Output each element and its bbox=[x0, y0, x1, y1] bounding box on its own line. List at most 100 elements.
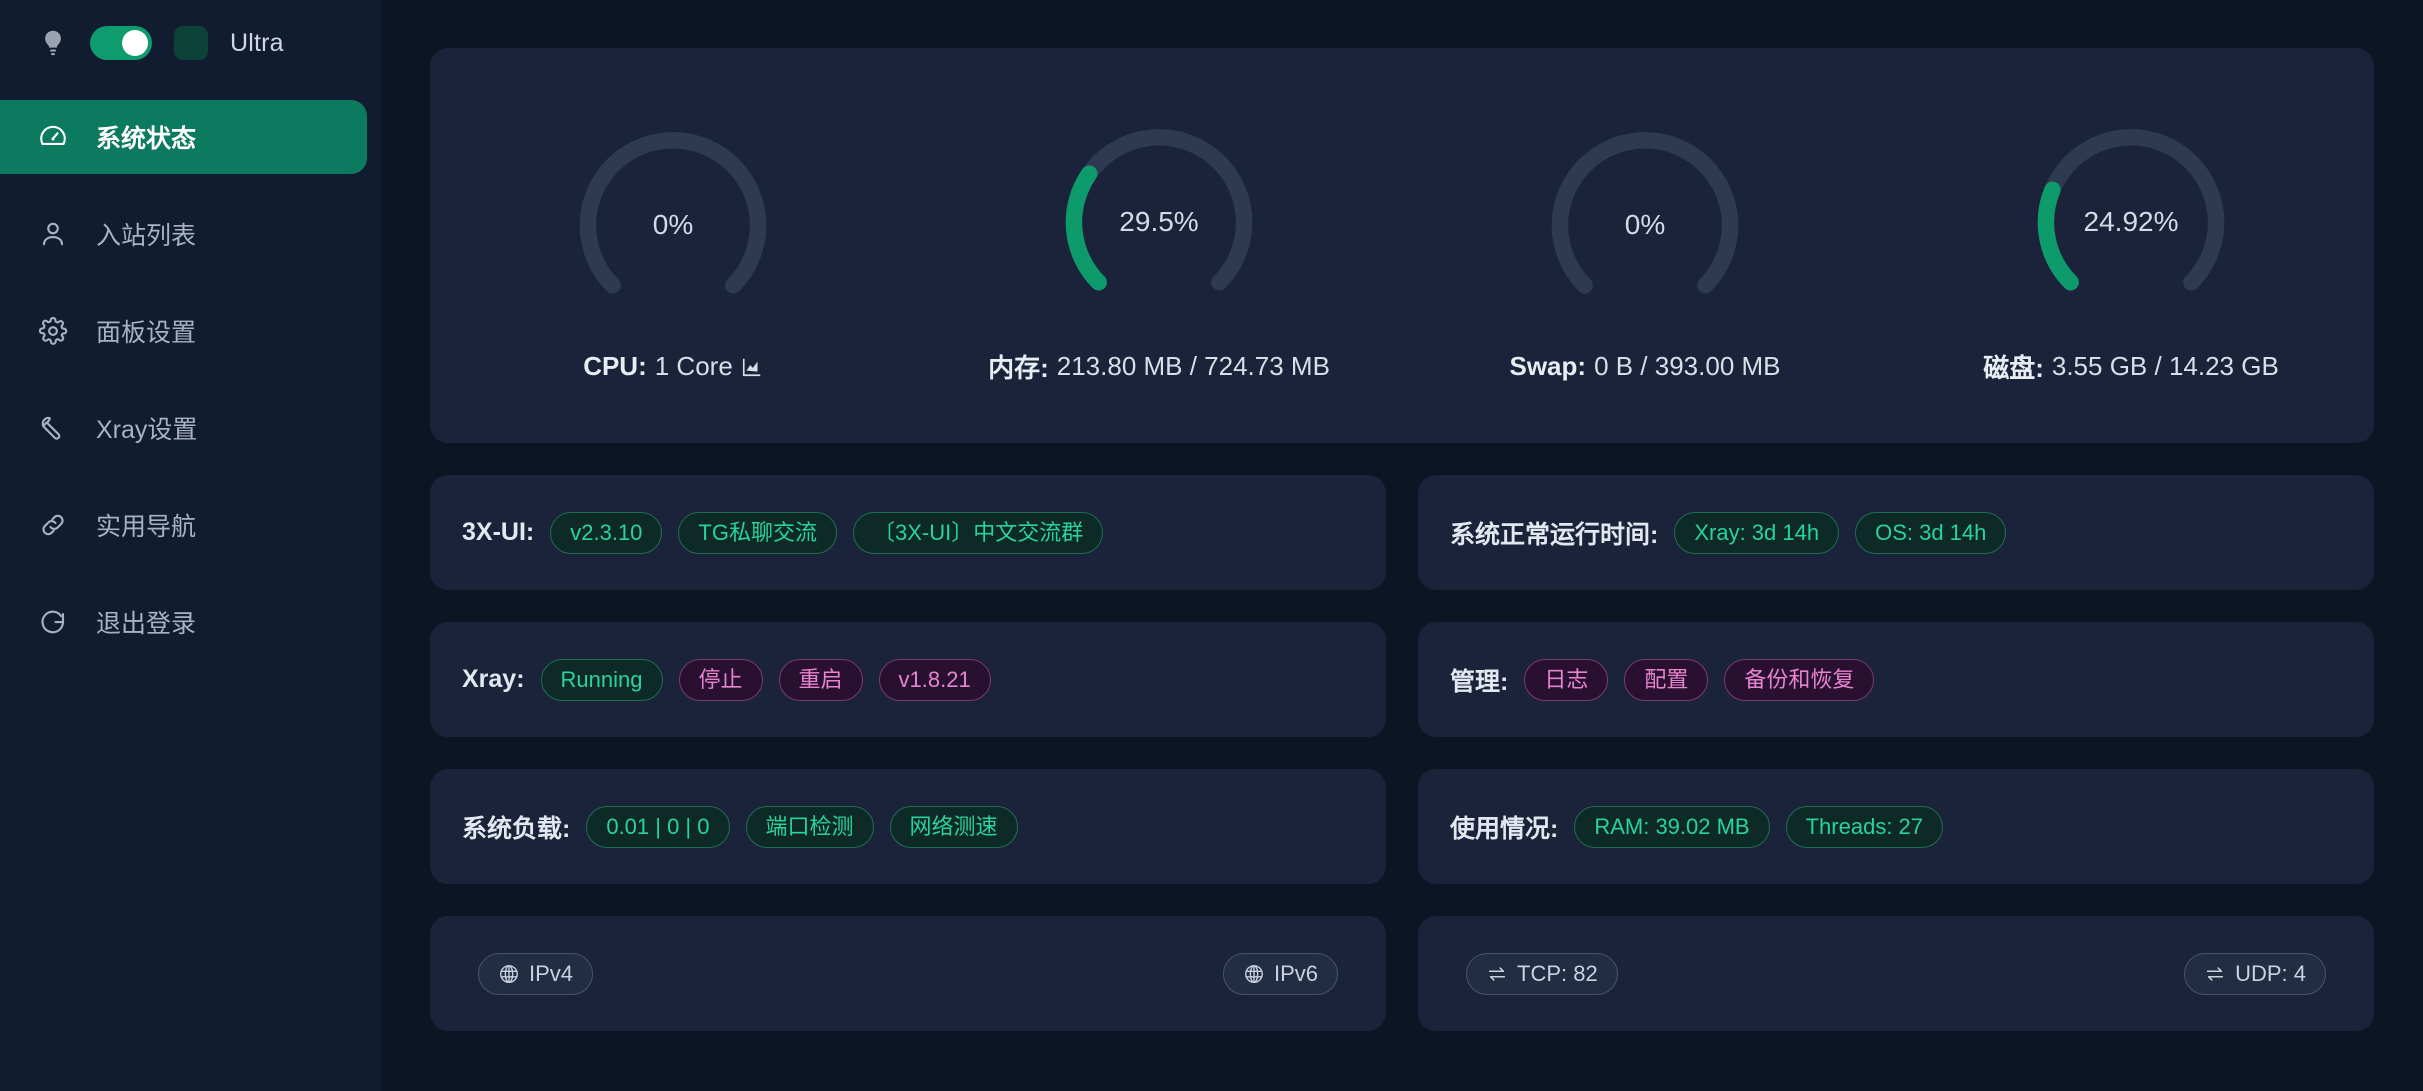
theme-toggle[interactable] bbox=[90, 26, 152, 60]
badge-speed-test[interactable]: 网络测速 bbox=[889, 805, 1018, 848]
gauge-caption-label: 磁盘: bbox=[1983, 353, 2044, 383]
manage-info-card: 管理: 日志 配置 备份和恢复 bbox=[1418, 622, 2374, 737]
badge-xray-restart[interactable]: 重启 bbox=[778, 658, 863, 701]
sidebar-item-useful-links[interactable]: 实用导航 bbox=[0, 488, 367, 562]
exchange-icon bbox=[1486, 963, 1508, 985]
sidebar-item-label: 面板设置 bbox=[96, 319, 197, 347]
badge-udp-connections[interactable]: UDP: 4 bbox=[2184, 952, 2326, 995]
badge-panel-version[interactable]: v2.3.10 bbox=[550, 511, 663, 554]
gauge-ring-cpu: 0% bbox=[557, 109, 789, 341]
badge-ram-usage[interactable]: RAM: 39.02 MB bbox=[1574, 805, 1770, 848]
sidebar-item-system-status[interactable]: 系统状态 bbox=[0, 100, 367, 174]
badge-config[interactable]: 配置 bbox=[1624, 658, 1709, 701]
uptime-badges: Xray: 3d 14h OS: 3d 14h bbox=[1674, 511, 2007, 554]
manage-info-title: 管理: bbox=[1450, 667, 1509, 696]
gauge-ring-disk: 24.92% bbox=[2015, 106, 2247, 338]
connections-info-card: TCP: 82 UDP: 4 bbox=[1418, 916, 2374, 1031]
sidebar: Ultra 系统状态 bbox=[0, 0, 381, 1091]
badge-label: IPv4 bbox=[529, 960, 574, 986]
badge-xray-uptime[interactable]: Xray: 3d 14h bbox=[1674, 511, 1840, 554]
gauge-value-disk: 24.92% bbox=[2083, 206, 2179, 237]
gauge-disk: 24.92% 磁盘: 3.55 GB / 14.23 GB bbox=[1888, 106, 2374, 385]
uptime-info-title: 系统正常运行时间: bbox=[1450, 520, 1659, 549]
gauge-caption-label: Swap: bbox=[1509, 351, 1587, 381]
sidebar-item-inbounds[interactable]: 入站列表 bbox=[0, 197, 367, 271]
gauge-value-memory: 29.5% bbox=[1119, 206, 1199, 237]
gauge-ring-memory: 29.5% bbox=[1043, 106, 1275, 338]
xray-info-card: Xray: Running 停止 重启 v1.8.21 bbox=[430, 622, 1386, 737]
sidebar-item-label: Xray设置 bbox=[96, 416, 198, 444]
gauge-caption-label: 内存: bbox=[988, 353, 1049, 383]
gauge-caption-cpu: CPU: 1 Core bbox=[583, 351, 763, 382]
panel-info-title: 3X-UI: bbox=[462, 518, 535, 546]
gauge-caption-disk: 磁盘: 3.55 GB / 14.23 GB bbox=[1983, 348, 2279, 385]
info-grid: 3X-UI: v2.3.10 TG私聊交流 〔3X-UI〕中文交流群 系统正常运… bbox=[430, 475, 2374, 1031]
xray-badges: Running 停止 重启 v1.8.21 bbox=[540, 658, 991, 701]
gauge-memory: 29.5% 内存: 213.80 MB / 724.73 MB bbox=[916, 106, 1402, 385]
uptime-info-card: 系统正常运行时间: Xray: 3d 14h OS: 3d 14h bbox=[1418, 475, 2374, 590]
gauge-caption-memory: 内存: 213.80 MB / 724.73 MB bbox=[988, 348, 1330, 385]
panel-badges: v2.3.10 TG私聊交流 〔3X-UI〕中文交流群 bbox=[550, 511, 1104, 554]
gauge-caption-value: 1 Core bbox=[654, 351, 733, 381]
sidebar-item-label: 退出登录 bbox=[96, 610, 197, 638]
gauge-value-swap: 0% bbox=[1624, 209, 1666, 240]
dashboard-icon bbox=[38, 122, 68, 152]
badge-label: IPv6 bbox=[1273, 960, 1318, 986]
badge-label: UDP: 4 bbox=[2235, 960, 2306, 986]
gauge-caption-value: 213.80 MB / 724.73 MB bbox=[1056, 351, 1330, 381]
badge-load-average[interactable]: 0.01 | 0 | 0 bbox=[586, 805, 730, 848]
sidebar-item-logout[interactable]: 退出登录 bbox=[0, 585, 367, 659]
badge-tcp-connections[interactable]: TCP: 82 bbox=[1466, 952, 1618, 995]
sidebar-item-label: 系统状态 bbox=[96, 125, 197, 153]
gauge-caption-label: CPU: bbox=[583, 351, 647, 381]
badge-xray-version[interactable]: v1.8.21 bbox=[878, 658, 991, 701]
sidebar-item-xray-settings[interactable]: Xray设置 bbox=[0, 391, 367, 465]
link-icon bbox=[38, 510, 68, 540]
badge-xray-status[interactable]: Running bbox=[540, 658, 663, 701]
color-swatch[interactable] bbox=[174, 26, 208, 60]
gauge-cpu: 0% CPU: 1 Core bbox=[430, 109, 916, 382]
badge-logs[interactable]: 日志 bbox=[1524, 658, 1609, 701]
badge-port-check[interactable]: 端口检测 bbox=[745, 805, 874, 848]
panel-info-card: 3X-UI: v2.3.10 TG私聊交流 〔3X-UI〕中文交流群 bbox=[430, 475, 1386, 590]
usage-badges: RAM: 39.02 MB Threads: 27 bbox=[1574, 805, 1944, 848]
badge-label: TCP: 82 bbox=[1517, 960, 1598, 986]
gauge-ring-swap: 0% bbox=[1529, 109, 1761, 341]
sidebar-header: Ultra bbox=[0, 0, 381, 86]
ip-info-card: IPv4 IPv6 bbox=[430, 916, 1386, 1031]
usage-info-card: 使用情况: RAM: 39.02 MB Threads: 27 bbox=[1418, 769, 2374, 884]
xray-info-title: Xray: bbox=[462, 665, 525, 693]
gear-icon bbox=[38, 316, 68, 346]
main-content: 0% CPU: 1 Core bbox=[381, 0, 2423, 1091]
sidebar-nav: 系统状态 入站列表 面板设置 bbox=[0, 100, 381, 659]
manage-badges: 日志 配置 备份和恢复 bbox=[1524, 658, 1875, 701]
gauge-caption-value: 3.55 GB / 14.23 GB bbox=[2051, 351, 2279, 381]
load-badges: 0.01 | 0 | 0 端口检测 网络测速 bbox=[586, 805, 1018, 848]
badge-ipv6[interactable]: IPv6 bbox=[1222, 952, 1338, 995]
badge-ipv4[interactable]: IPv4 bbox=[478, 952, 594, 995]
gauge-value-cpu: 0% bbox=[652, 209, 694, 240]
chart-icon[interactable] bbox=[741, 356, 763, 378]
badge-xray-stop[interactable]: 停止 bbox=[678, 658, 763, 701]
usage-info-title: 使用情况: bbox=[1450, 814, 1559, 843]
lightbulb-icon[interactable] bbox=[38, 28, 68, 58]
theme-toggle-knob bbox=[122, 30, 148, 56]
globe-icon bbox=[1243, 963, 1265, 985]
exchange-icon bbox=[2204, 963, 2226, 985]
sidebar-item-panel-settings[interactable]: 面板设置 bbox=[0, 294, 367, 368]
badge-os-uptime[interactable]: OS: 3d 14h bbox=[1855, 511, 2007, 554]
user-icon bbox=[38, 219, 68, 249]
sidebar-item-label: 入站列表 bbox=[96, 222, 197, 250]
logout-icon bbox=[38, 607, 68, 637]
sidebar-item-label: 实用导航 bbox=[96, 513, 197, 541]
badge-backup-restore[interactable]: 备份和恢复 bbox=[1724, 658, 1875, 701]
load-info-title: 系统负载: bbox=[462, 814, 571, 843]
theme-name-label: Ultra bbox=[230, 28, 284, 57]
badge-tg-group[interactable]: 〔3X-UI〕中文交流群 bbox=[852, 511, 1104, 554]
badge-tg-private[interactable]: TG私聊交流 bbox=[678, 511, 837, 554]
gauge-caption-swap: Swap: 0 B / 393.00 MB bbox=[1509, 351, 1780, 382]
badge-threads[interactable]: Threads: 27 bbox=[1785, 805, 1944, 848]
gauge-caption-value: 0 B / 393.00 MB bbox=[1594, 351, 1781, 381]
wrench-icon bbox=[38, 413, 68, 443]
